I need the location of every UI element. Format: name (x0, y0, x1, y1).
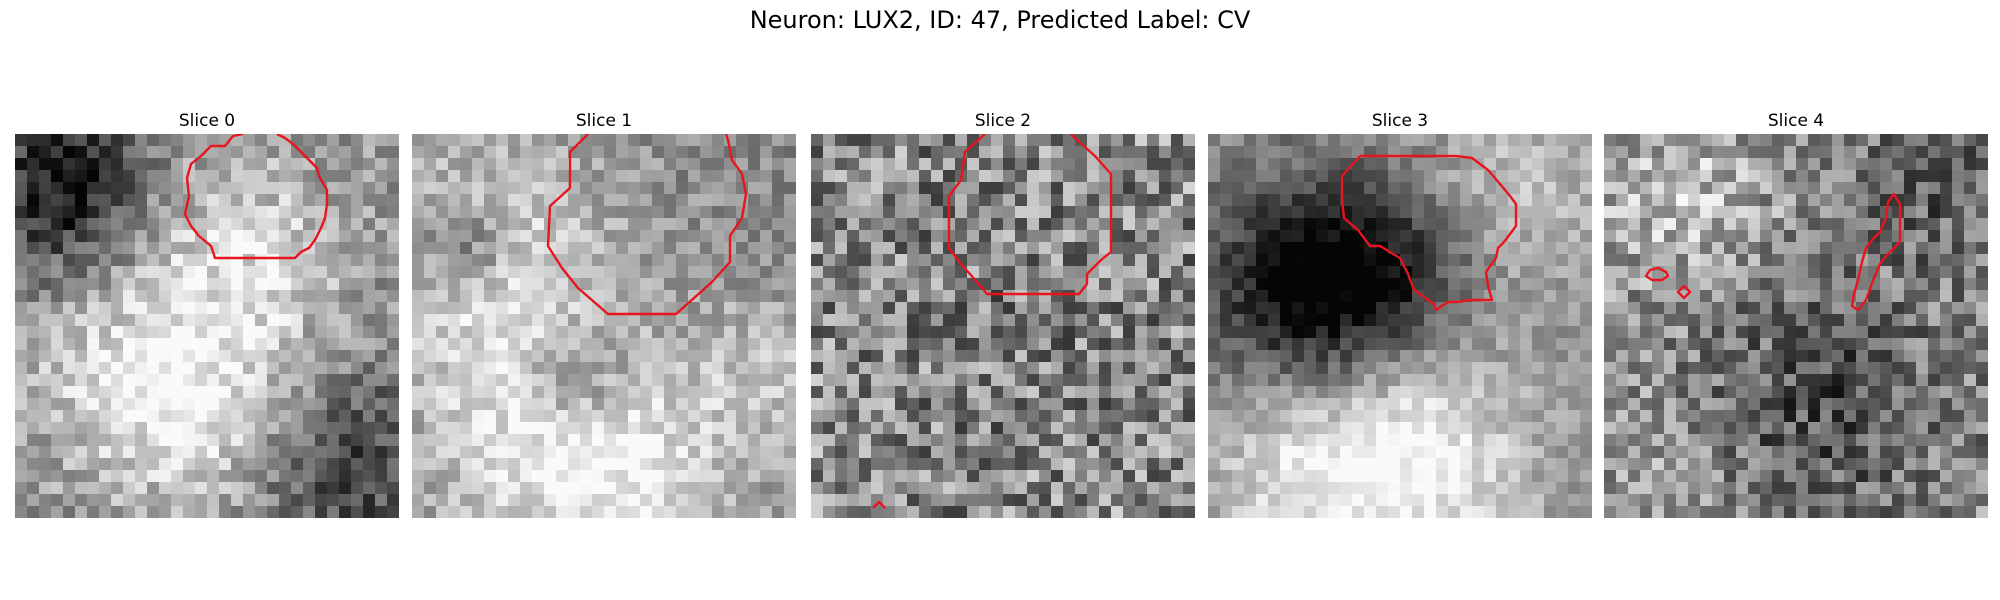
slice-title: Slice 1 (575, 111, 633, 131)
slice-panel-3: Slice 3 (1208, 108, 1592, 518)
contour-overlay (183, 134, 329, 260)
contour-line (1340, 154, 1518, 312)
slice-panel-4: Slice 4 (1604, 108, 1988, 518)
slice-image (15, 134, 399, 518)
contour-line (947, 134, 1113, 296)
slice-title: Slice 2 (974, 111, 1032, 131)
slice-panel-1: Slice 1 (412, 108, 796, 518)
slice-title: Slice 3 (1371, 111, 1429, 131)
slice-title: Slice 0 (178, 111, 236, 131)
slice-image (811, 134, 1195, 518)
figure-title: Neuron: LUX2, ID: 47, Predicted Label: C… (749, 6, 1251, 34)
contour-overlay (872, 134, 1113, 509)
contour-line (1850, 192, 1902, 312)
slice-image (1208, 134, 1592, 518)
slice-title: Slice 4 (1767, 111, 1825, 131)
contour-overlay (1340, 154, 1518, 312)
contour-line (1676, 284, 1692, 300)
slice-image (412, 134, 796, 518)
contour-line (183, 134, 329, 260)
slice-panel-0: Slice 0 (15, 108, 399, 518)
contour-line (546, 134, 748, 316)
slice-panel-2: Slice 2 (811, 108, 1195, 518)
contour-line (1644, 266, 1670, 282)
contour-overlay (1644, 192, 1902, 312)
contour-line (872, 500, 886, 509)
contour-overlay (546, 134, 748, 316)
slice-image (1604, 134, 1988, 518)
